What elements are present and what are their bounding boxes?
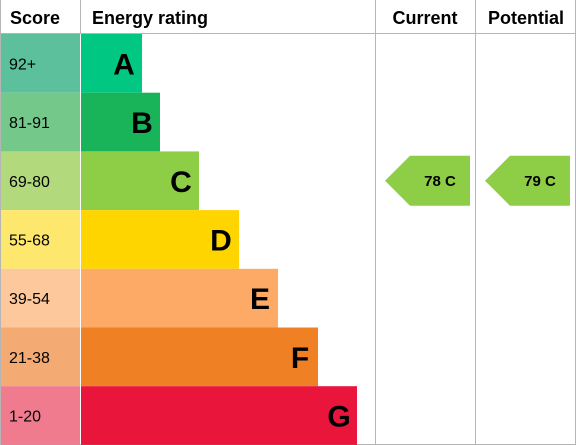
score-label-d: 55-68 (9, 232, 50, 249)
score-label-e: 39-54 (9, 291, 50, 308)
score-cell-d (1, 210, 80, 269)
score-label-g: 1-20 (9, 409, 41, 426)
score-label-c: 69-80 (9, 174, 50, 191)
rating-bar-g (81, 386, 357, 445)
score-label-f: 21-38 (9, 350, 50, 367)
score-cell-g (1, 386, 80, 445)
rating-indicators: 78 C 79 C (385, 155, 570, 206)
rating-bar-d (81, 210, 239, 269)
band-letter-f: F (291, 342, 309, 375)
band-letter-g: G (327, 401, 350, 434)
header-score: Score (10, 8, 60, 28)
score-cell-e (1, 268, 80, 328)
current-rating-label: 78 C (424, 173, 456, 190)
band-letter-e: E (250, 283, 270, 316)
rating-bands: 92+ A 81-91 B 69-80 C 55-68 D 39-54 E 21-38 F 1-20 G (1, 34, 357, 445)
header-current: Current (392, 8, 457, 28)
current-rating-arrow (385, 155, 470, 206)
header-potential: Potential (488, 8, 564, 28)
band-letter-d: D (210, 224, 232, 257)
score-cell-c (1, 151, 80, 211)
score-label-b: 81-91 (9, 115, 50, 132)
score-label-a: 92+ (9, 56, 36, 73)
potential-rating-label: 79 C (524, 173, 556, 190)
rating-bar-a (81, 34, 142, 93)
band-letter-a: A (113, 48, 135, 81)
score-cell-f (1, 327, 80, 387)
header-energy-rating: Energy rating (92, 8, 208, 28)
band-letter-c: C (170, 166, 192, 199)
score-cell-b (1, 92, 80, 152)
potential-rating-arrow (485, 155, 570, 206)
band-letter-b: B (131, 107, 153, 140)
score-cell-a (1, 34, 80, 93)
rating-bar-b (81, 92, 160, 152)
rating-bar-e (81, 268, 278, 328)
rating-bar-c (81, 151, 199, 211)
rating-bar-f (81, 327, 318, 387)
